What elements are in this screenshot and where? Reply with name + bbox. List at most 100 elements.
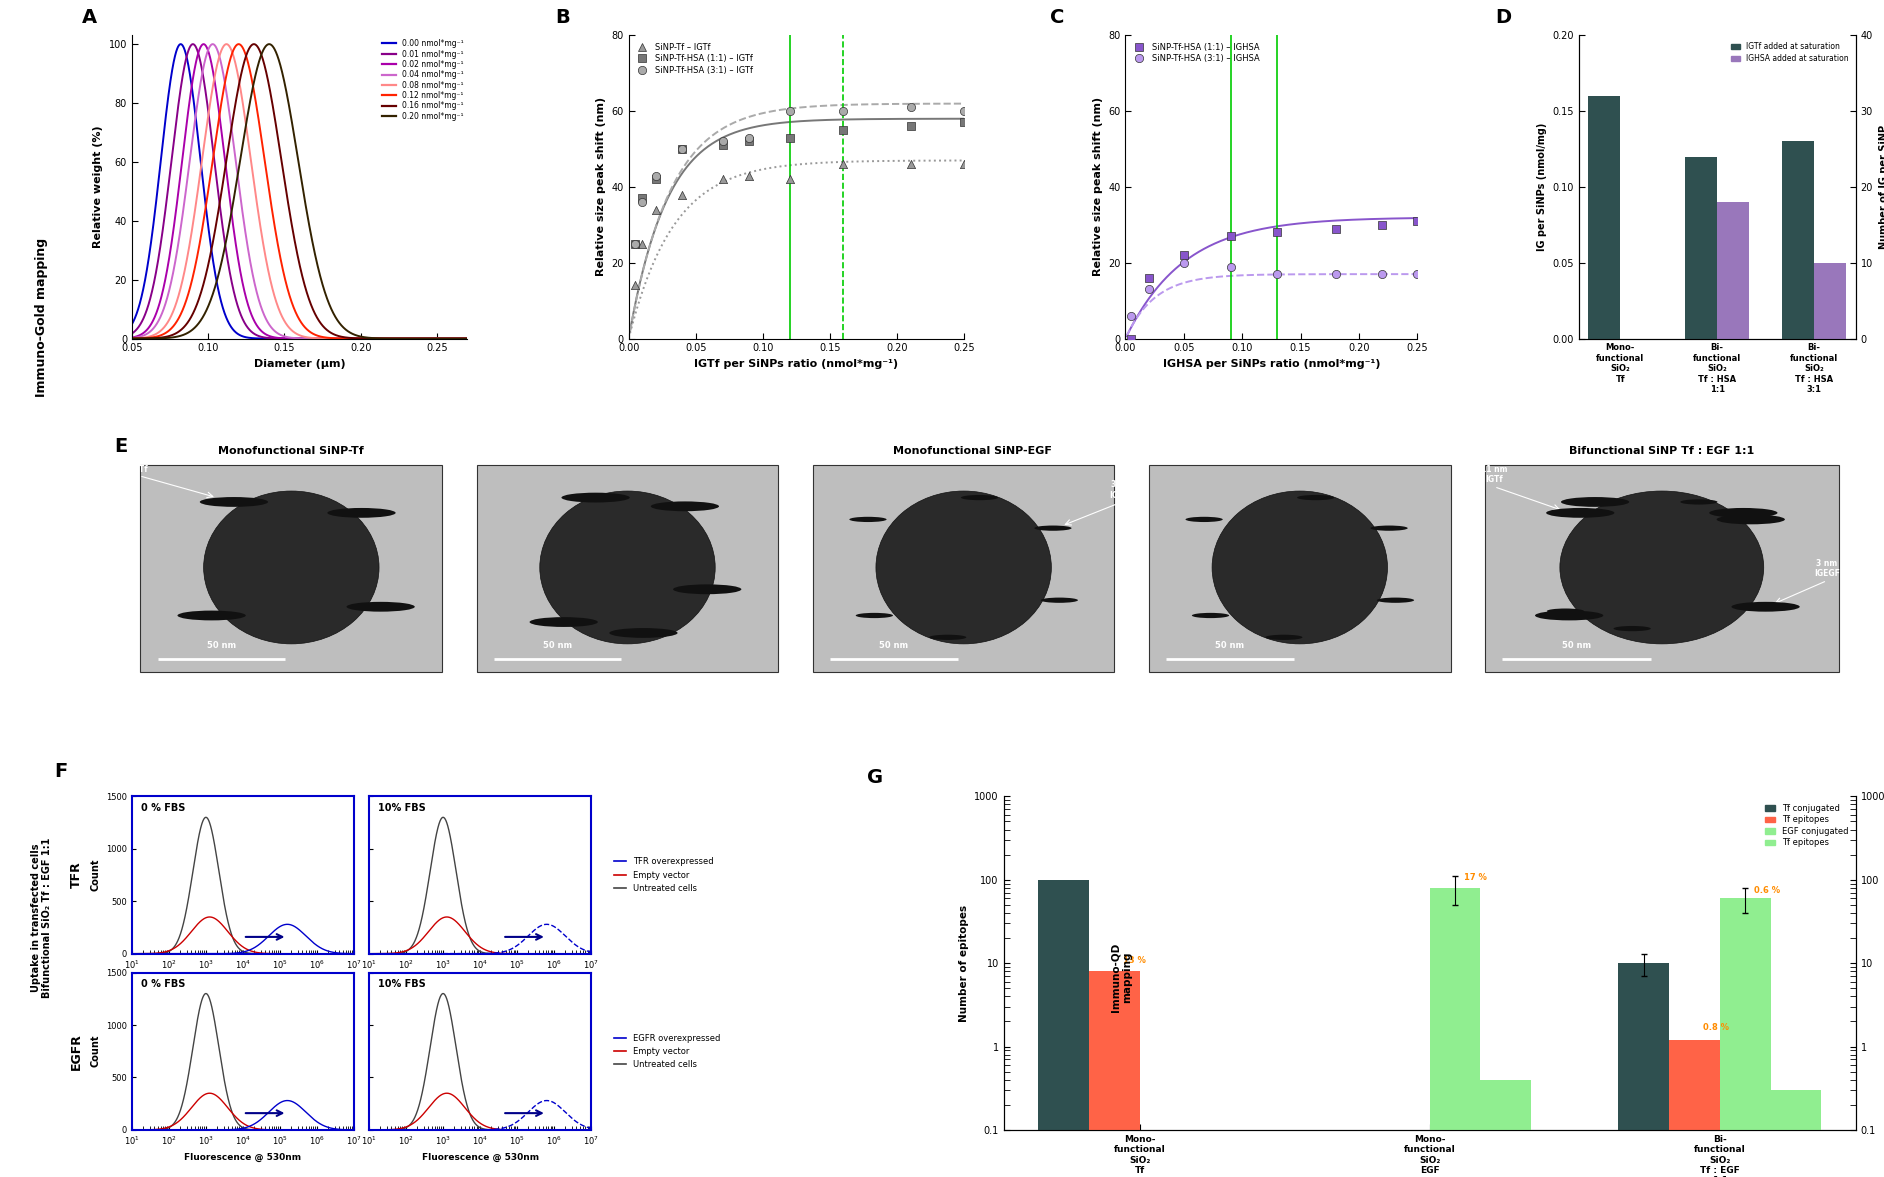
Y-axis label: Relative size peak shift (nm): Relative size peak shift (nm) <box>595 98 607 277</box>
Ellipse shape <box>1034 526 1072 531</box>
Y-axis label: Count: Count <box>90 1035 100 1068</box>
Text: 3 nm
IGEGF: 3 nm IGEGF <box>1814 559 1841 578</box>
Legend: SiNP-Tf – IGTf, SiNP-Tf-HSA (1:1) – IGTf, SiNP-Tf-HSA (3:1) – IGTf: SiNP-Tf – IGTf, SiNP-Tf-HSA (1:1) – IGTf… <box>633 40 757 78</box>
Ellipse shape <box>1560 491 1763 644</box>
Bar <box>1089 971 1140 1177</box>
Ellipse shape <box>1709 508 1777 518</box>
Point <box>627 188 658 207</box>
Legend: TFR overexpressed, Empty vector, Untreated cells: TFR overexpressed, Empty vector, Untreat… <box>610 855 716 896</box>
Bar <box>1430 887 1481 1177</box>
Point <box>641 200 671 219</box>
Bar <box>1481 1079 1532 1177</box>
Ellipse shape <box>1185 517 1223 523</box>
Ellipse shape <box>850 517 887 523</box>
Y-axis label: Number of epitopes: Number of epitopes <box>959 905 968 1022</box>
Point <box>950 113 980 132</box>
Ellipse shape <box>1716 514 1784 524</box>
Bar <box>1618 963 1669 1177</box>
Point <box>1321 265 1351 284</box>
Point <box>735 166 765 185</box>
Text: EGFR: EGFR <box>70 1032 83 1070</box>
Ellipse shape <box>1193 613 1228 618</box>
Ellipse shape <box>200 497 268 507</box>
Ellipse shape <box>876 491 1051 644</box>
Legend: SiNP-Tf-HSA (1:1) – IGHSA, SiNP-Tf-HSA (3:1) – IGHSA: SiNP-Tf-HSA (1:1) – IGHSA, SiNP-Tf-HSA (… <box>1130 40 1264 67</box>
Text: TFR: TFR <box>70 862 83 889</box>
Point <box>895 98 925 117</box>
Ellipse shape <box>1370 526 1407 531</box>
Ellipse shape <box>1613 626 1650 631</box>
Ellipse shape <box>1547 609 1584 613</box>
Text: 50 nm: 50 nm <box>1562 641 1590 651</box>
Bar <box>1720 898 1771 1177</box>
Point <box>1402 212 1432 231</box>
Legend: EGFR overexpressed, Empty vector, Untreated cells: EGFR overexpressed, Empty vector, Untrea… <box>610 1030 723 1072</box>
Bar <box>1814 262 1846 339</box>
Legend: 0.00 nmol*mg⁻¹, 0.01 nmol*mg⁻¹, 0.02 nmol*mg⁻¹, 0.04 nmol*mg⁻¹, 0.08 nmol*mg⁻¹, : 0.00 nmol*mg⁻¹, 0.01 nmol*mg⁻¹, 0.02 nmo… <box>382 39 463 121</box>
Text: Bifunctional SiNP Tf : EGF 1:1: Bifunctional SiNP Tf : EGF 1:1 <box>1569 446 1754 457</box>
Point <box>950 101 980 120</box>
Ellipse shape <box>1739 604 1777 610</box>
FancyBboxPatch shape <box>477 465 778 672</box>
Text: G: G <box>867 769 884 787</box>
Text: 13 %: 13 % <box>1123 956 1145 965</box>
Bar <box>1771 1090 1822 1177</box>
Bar <box>1669 1040 1720 1177</box>
Bar <box>1684 157 1716 339</box>
Point <box>1168 253 1198 272</box>
Point <box>1368 265 1398 284</box>
Text: Uptake in transfected cells
Bifunctional SiO₂ Tf : EGF 1:1: Uptake in transfected cells Bifunctional… <box>30 838 53 998</box>
Point <box>1402 265 1432 284</box>
Point <box>829 101 859 120</box>
Point <box>667 185 697 204</box>
Text: F: F <box>55 763 68 782</box>
Point <box>641 166 671 185</box>
Text: 0.8 %: 0.8 % <box>1703 1023 1730 1031</box>
Ellipse shape <box>1040 598 1078 603</box>
Ellipse shape <box>1681 499 1718 505</box>
Point <box>1134 268 1164 287</box>
Text: 0.6 %: 0.6 % <box>1754 885 1780 895</box>
Ellipse shape <box>1211 491 1387 644</box>
X-axis label: Fluorescence @ 530nm: Fluorescence @ 530nm <box>422 1152 539 1162</box>
Text: 11 nm
IGTf: 11 nm IGTf <box>1481 465 1507 485</box>
Text: 50 nm: 50 nm <box>543 641 573 651</box>
Ellipse shape <box>1377 598 1415 603</box>
Text: A: A <box>81 8 96 27</box>
FancyBboxPatch shape <box>1149 465 1451 672</box>
Text: B: B <box>556 8 569 27</box>
Text: 50 nm: 50 nm <box>1215 641 1245 651</box>
Text: 10% FBS: 10% FBS <box>379 979 426 989</box>
Bar <box>1038 879 1089 1177</box>
Point <box>627 193 658 212</box>
Ellipse shape <box>609 629 678 638</box>
Ellipse shape <box>1547 508 1615 518</box>
Y-axis label: Relative size peak shift (nm): Relative size peak shift (nm) <box>1093 98 1102 277</box>
Point <box>1321 219 1351 238</box>
Point <box>1215 257 1245 275</box>
X-axis label: Fluorescence @ 530nm: Fluorescence @ 530nm <box>185 1152 301 1162</box>
Text: 11 nm
IGTf: 11 nm IGTf <box>126 454 153 473</box>
Ellipse shape <box>347 601 414 612</box>
Text: C: C <box>1049 8 1064 27</box>
Ellipse shape <box>177 611 245 620</box>
Point <box>627 234 658 253</box>
Ellipse shape <box>1266 634 1302 640</box>
Point <box>1368 215 1398 234</box>
Point <box>620 234 650 253</box>
Ellipse shape <box>203 491 379 644</box>
X-axis label: IGTf per SiNPs ratio (nmol*mg⁻¹): IGTf per SiNPs ratio (nmol*mg⁻¹) <box>695 359 899 368</box>
Text: 0 % FBS: 0 % FBS <box>141 803 185 812</box>
Ellipse shape <box>1731 601 1799 612</box>
Ellipse shape <box>541 491 716 644</box>
Point <box>1215 227 1245 246</box>
Ellipse shape <box>1562 497 1630 507</box>
Y-axis label: Number of IG per SiNP: Number of IG per SiNP <box>1878 125 1884 250</box>
Point <box>1115 330 1145 348</box>
Ellipse shape <box>561 493 629 503</box>
Point <box>1115 306 1145 325</box>
Legend: Tf conjugated, Tf epitopes, EGF conjugated, Tf epitopes: Tf conjugated, Tf epitopes, EGF conjugat… <box>1762 800 1852 851</box>
Point <box>1134 280 1164 299</box>
Text: 50 nm: 50 nm <box>880 641 908 651</box>
Text: Immuno-QD
mapping: Immuno-QD mapping <box>1110 943 1132 1011</box>
